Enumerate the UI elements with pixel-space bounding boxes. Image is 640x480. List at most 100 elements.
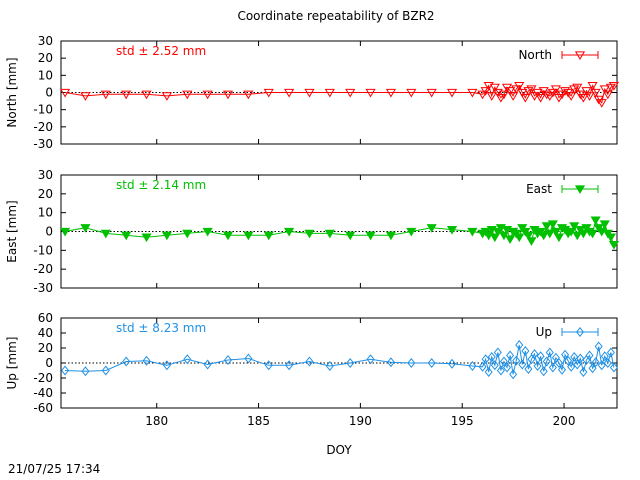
data-point: [553, 94, 565, 103]
data-point: [365, 88, 376, 98]
data-point: [576, 353, 585, 364]
data-point: [499, 356, 508, 367]
y-tick-label: 60: [38, 311, 53, 325]
data-point: [523, 231, 534, 241]
data-point: [587, 229, 598, 239]
data-point: [121, 231, 132, 241]
data-point: [183, 354, 192, 365]
data-point: [448, 358, 457, 369]
data-point: [264, 360, 273, 371]
data-point: [121, 90, 132, 100]
data-point: [561, 349, 570, 360]
y-tick-label: 30: [38, 168, 53, 182]
data-point: [100, 229, 111, 239]
data-point: [509, 369, 518, 380]
data-point: [594, 341, 603, 352]
data-point: [263, 231, 274, 241]
data-point: [600, 351, 609, 362]
data-point: [515, 339, 524, 351]
data-point: [324, 229, 335, 239]
data-point: [366, 354, 375, 365]
data-point: [345, 88, 356, 98]
data-point: [514, 233, 525, 243]
data-point: [556, 90, 568, 100]
data-point: [480, 87, 491, 96]
data-point: [567, 361, 576, 372]
y-tick-label: -20: [33, 262, 53, 276]
data-point: [468, 360, 477, 372]
data-point: [142, 355, 151, 366]
data-point: [426, 224, 437, 233]
y-axis-label: Up [mm]: [5, 337, 19, 390]
data-point: [578, 94, 589, 103]
y-tick-label: 30: [38, 34, 53, 48]
data-point: [547, 220, 558, 229]
data-point: [584, 92, 595, 101]
data-point: [599, 85, 610, 95]
data-point: [490, 360, 499, 371]
data-point: [141, 90, 152, 100]
data-point: [596, 99, 607, 108]
data-point: [570, 351, 579, 363]
legend-marker: [574, 51, 586, 60]
data-point: [554, 357, 563, 369]
y-tick-label: 0: [45, 86, 53, 100]
y-tick-label: -40: [33, 386, 53, 400]
data-point: [478, 361, 487, 372]
legend-label: North: [518, 48, 552, 62]
std-label: std ± 2.14 mm: [116, 178, 206, 192]
data-point: [365, 231, 376, 241]
data-point: [59, 88, 71, 98]
data-point: [578, 229, 589, 239]
data-point: [505, 87, 516, 96]
data-point: [603, 357, 612, 369]
data-point: [484, 366, 493, 378]
data-point: [486, 92, 497, 101]
data-point: [514, 81, 525, 91]
x-tick-label: 195: [451, 414, 474, 428]
data-point: [161, 231, 172, 241]
panel-north: -30 -20 -10 0 10 20 30 North [mm] std ± 2.52 mm N…: [5, 34, 620, 151]
data-point: [426, 88, 437, 98]
data-point: [587, 81, 598, 91]
data-point: [346, 357, 355, 369]
data-point: [263, 88, 274, 98]
data-point: [529, 92, 540, 101]
data-point: [512, 355, 521, 366]
x-tick-label: 180: [145, 414, 168, 428]
y-axis-label: East [mm]: [5, 200, 19, 262]
data-point: [483, 81, 494, 91]
data-point: [599, 220, 610, 229]
data-point: [572, 83, 583, 93]
y-tick-label: -10: [33, 103, 53, 117]
data-point: [467, 88, 478, 98]
data-point: [542, 356, 551, 367]
series-line-north: [65, 84, 615, 104]
data-point: [446, 88, 458, 98]
data-point: [530, 348, 539, 360]
y-tick-label: -60: [33, 401, 53, 415]
data-point: [224, 354, 233, 366]
y-tick-label: -20: [33, 371, 53, 385]
data-point: [477, 90, 488, 100]
data-point: [535, 94, 546, 103]
data-point: [608, 81, 620, 91]
data-point: [489, 83, 500, 93]
data-point: [481, 354, 490, 365]
data-point: [533, 360, 542, 372]
y-axis-label: North [mm]: [5, 57, 19, 127]
data-point: [581, 87, 592, 96]
data-point: [284, 88, 295, 98]
data-point: [579, 366, 588, 378]
data-point: [80, 224, 91, 233]
data-point: [122, 356, 131, 367]
data-point: [545, 347, 554, 358]
y-tick-label: -10: [33, 243, 53, 257]
data-point: [406, 88, 417, 98]
data-point: [182, 90, 193, 100]
data-point: [550, 85, 561, 95]
data-point: [446, 225, 458, 235]
data-point: [162, 360, 171, 371]
y-tick-label: -30: [33, 137, 53, 151]
